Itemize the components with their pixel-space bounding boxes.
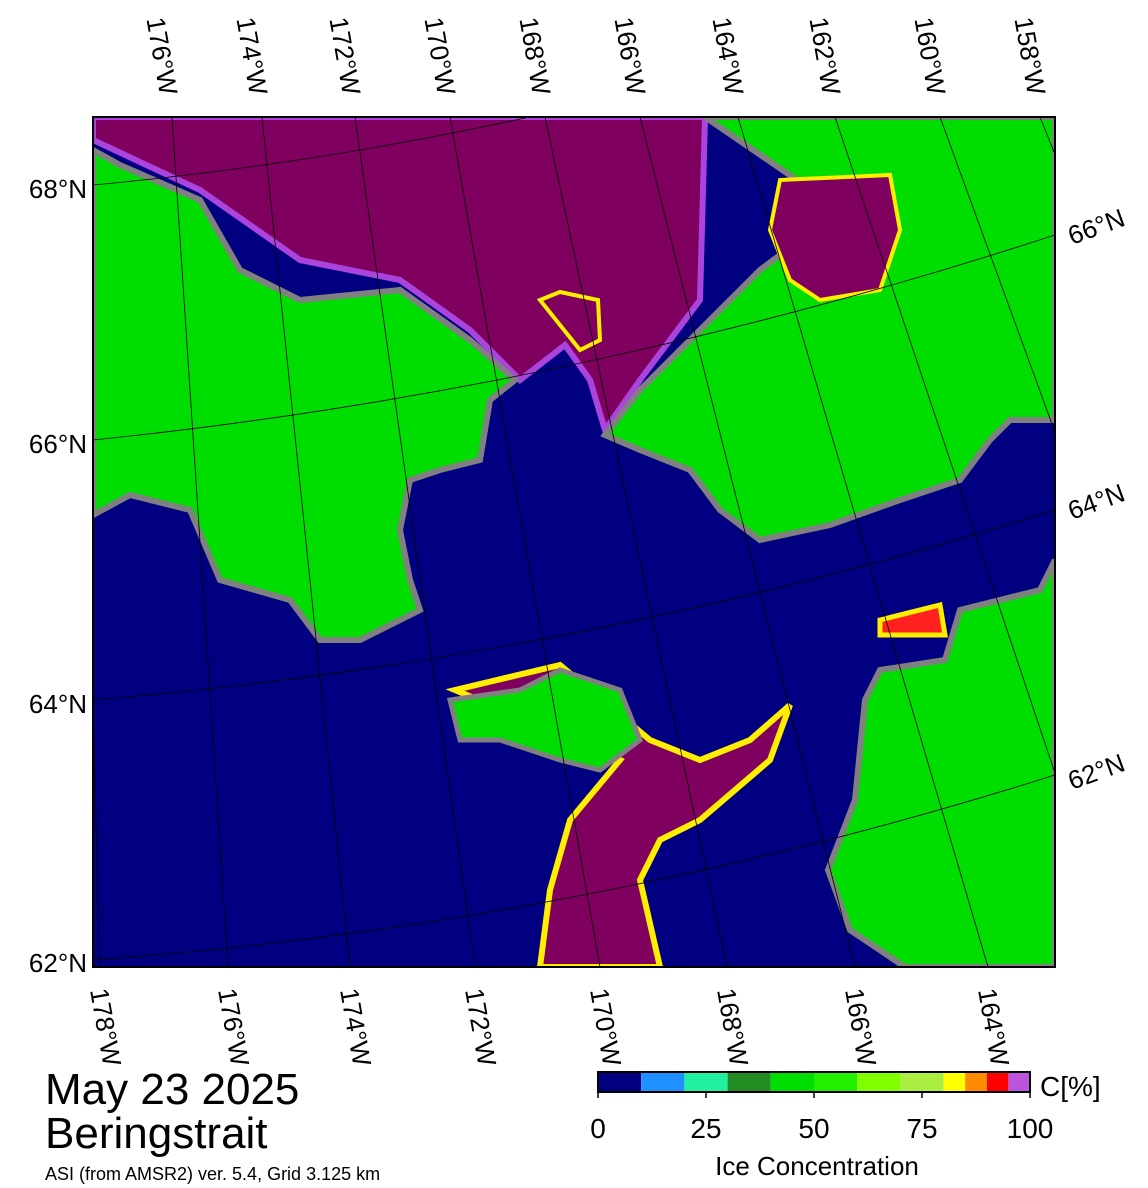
- region: Beringstrait: [45, 1109, 268, 1158]
- map-area: [93, 117, 1055, 967]
- lon-label-bottom: 164°W: [972, 986, 1015, 1069]
- lon-label-top: 162°W: [803, 15, 846, 98]
- lat-label-left: 64°N: [29, 689, 87, 719]
- source: ASI (from AMSR2) ver. 5.4, Grid 3.125 km: [45, 1164, 380, 1184]
- colorbar-segment: [684, 1072, 728, 1092]
- kotzebue-ice: [767, 172, 903, 303]
- colorbar-segment: [943, 1072, 966, 1092]
- lon-label-bottom: 176°W: [212, 986, 255, 1069]
- colorbar-segment: [770, 1072, 814, 1092]
- colorbar-tick-label: 25: [690, 1113, 721, 1144]
- lat-label-right: 62°N: [1064, 748, 1129, 796]
- lon-label-top: 158°W: [1008, 15, 1051, 98]
- st-lawrence-ice: [445, 661, 793, 967]
- land-alaska-south: [824, 558, 1055, 967]
- lon-label-top: 160°W: [908, 15, 951, 98]
- colorbar-segment: [965, 1072, 987, 1092]
- colorbar-segment: [986, 1072, 1009, 1092]
- colorbar-segment: [641, 1072, 685, 1092]
- colorbar-title: Ice Concentration: [715, 1151, 919, 1181]
- colorbar-tick-label: 0: [590, 1113, 606, 1144]
- colorbar-segment: [900, 1072, 944, 1092]
- lat-label-left: 66°N: [29, 429, 87, 459]
- lon-label-top: 164°W: [706, 15, 749, 98]
- colorbar-tick-label: 50: [798, 1113, 829, 1144]
- lon-label-bottom: 178°W: [84, 986, 127, 1069]
- land-st-lawrence: [446, 667, 644, 773]
- date: May 23 2025: [45, 1065, 299, 1114]
- lon-label-top: 166°W: [608, 15, 651, 98]
- lon-label-top: 174°W: [230, 15, 273, 98]
- lon-label-bottom: 172°W: [459, 986, 502, 1069]
- lon-label-top: 170°W: [418, 15, 461, 98]
- colorbar-segment: [727, 1072, 771, 1092]
- sea-ice-edge: [536, 289, 603, 353]
- lon-label-top: 172°W: [323, 15, 366, 98]
- lat-label-right: 64°N: [1064, 478, 1129, 526]
- colorbar-segment: [814, 1072, 858, 1092]
- colorbar-tick-label: 75: [906, 1113, 937, 1144]
- lon-label-top: 176°W: [140, 15, 183, 98]
- colorbar-segment: [598, 1072, 642, 1092]
- lat-label-left: 68°N: [29, 174, 87, 204]
- colorbar-tick-label: 100: [1007, 1113, 1054, 1144]
- lat-label-left: 62°N: [29, 948, 87, 978]
- map-frame: [92, 116, 1056, 968]
- lon-label-bottom: 174°W: [334, 986, 377, 1069]
- graticule: [93, 117, 1055, 967]
- colorbar-segment: [1008, 1072, 1030, 1092]
- lon-label-bottom: 168°W: [711, 986, 754, 1069]
- lon-label-bottom: 166°W: [839, 986, 882, 1069]
- colorbar-unit: C[%]: [1040, 1071, 1101, 1102]
- colorbar-segment: [857, 1072, 901, 1092]
- lat-label-right: 66°N: [1064, 203, 1129, 251]
- lon-label-top: 168°W: [513, 15, 556, 98]
- lon-label-bottom: 170°W: [584, 986, 627, 1069]
- norton-ice: [877, 601, 948, 638]
